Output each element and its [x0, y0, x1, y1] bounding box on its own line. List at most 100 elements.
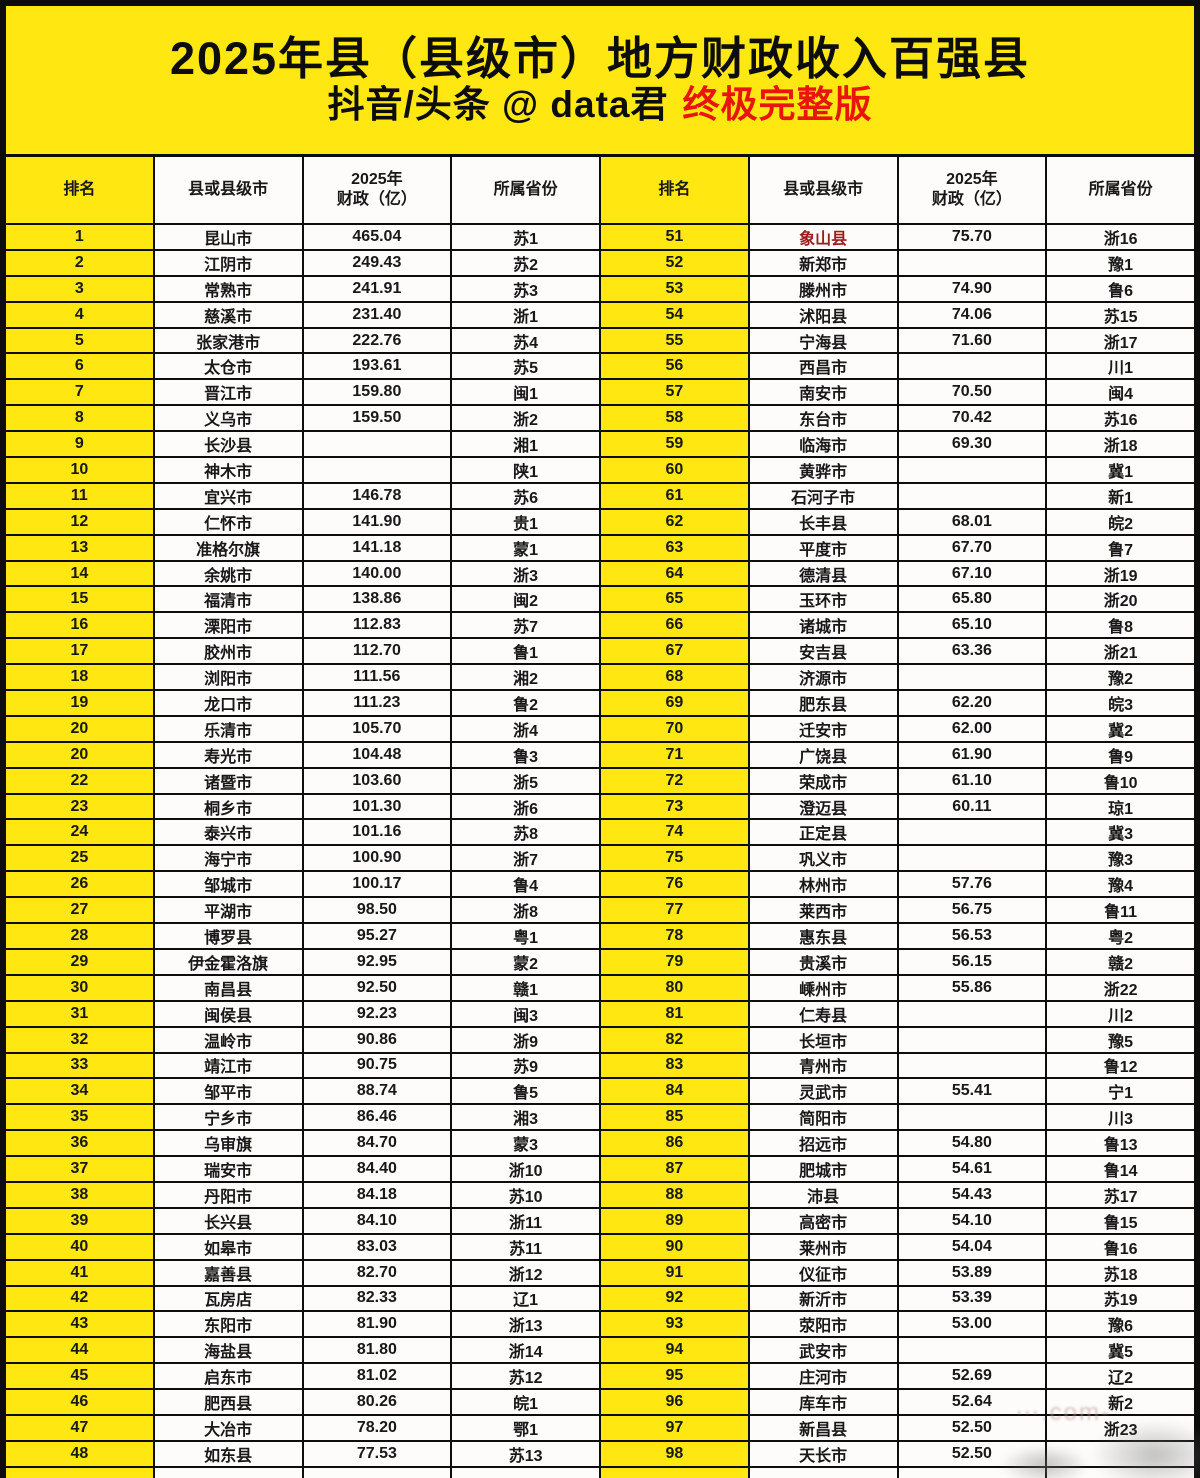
province-cell: 粤1	[452, 924, 599, 948]
rank-cell: 11	[6, 483, 153, 508]
province-cell: 辽2	[1047, 1364, 1194, 1389]
rank-cell: 43	[6, 1312, 153, 1337]
county-cell: 贵溪市	[749, 949, 897, 974]
county-cell: 肥东县	[749, 691, 897, 715]
revenue-cell: 82.70	[303, 1260, 451, 1285]
county-cell: 胶州市	[154, 639, 302, 664]
county-cell: 莱州市	[749, 1234, 897, 1259]
county-cell: 义乌市	[154, 406, 302, 431]
county-cell: 晋江市	[154, 380, 302, 405]
province-cell: 豫2	[1047, 665, 1194, 690]
revenue-cell: 465.04	[303, 225, 451, 249]
county-cell: 长丰县	[749, 509, 897, 534]
province-cell: 苏15	[1047, 302, 1194, 327]
col-header-province-left: 所属省份	[452, 157, 599, 223]
province-cell: 浙22	[1047, 975, 1194, 1000]
revenue-cell: 84.40	[303, 1157, 451, 1181]
province-cell: 浙4	[452, 716, 599, 741]
county-cell: 诸城市	[749, 613, 897, 638]
revenue-cell: 52.69	[898, 1364, 1046, 1389]
revenue-cell: 54.80	[898, 1131, 1046, 1156]
revenue-cell: 193.61	[303, 354, 451, 379]
revenue-cell	[898, 665, 1046, 690]
county-cell: 嵊州市	[749, 975, 897, 1000]
county-cell: 长垣市	[749, 1027, 897, 1052]
revenue-cell	[303, 458, 451, 482]
revenue-cell: 140.00	[303, 561, 451, 586]
province-cell: 苏4	[452, 328, 599, 353]
county-cell: 林州市	[749, 872, 897, 897]
revenue-cell: 112.83	[303, 613, 451, 638]
province-cell: 鲁12	[1047, 1053, 1194, 1078]
col-header-province-right: 所属省份	[1047, 157, 1194, 223]
province-cell: 陕1	[452, 458, 599, 482]
province-cell: 浙10	[452, 1157, 599, 1181]
revenue-cell: 92.50	[303, 975, 451, 1000]
rank-cell: 86	[601, 1131, 748, 1156]
rank-cell: 18	[6, 665, 153, 690]
county-cell: 诸暨市	[154, 768, 302, 793]
rank-cell: 4	[6, 302, 153, 327]
revenue-cell: 86.46	[303, 1105, 451, 1130]
province-cell: 浙2	[452, 406, 599, 431]
revenue-cell: 75.70	[898, 225, 1046, 249]
province-cell: 闽1	[452, 380, 599, 405]
col-header-rank-right: 排名	[601, 157, 748, 223]
revenue-cell	[898, 483, 1046, 508]
county-cell: 武安市	[749, 1338, 897, 1363]
county-cell: 闽侯县	[154, 1001, 302, 1026]
county-cell: 肥西县	[154, 1390, 302, 1414]
province-cell: 苏2	[452, 250, 599, 275]
rank-cell: 65	[601, 587, 748, 612]
rank-cell: 16	[6, 613, 153, 638]
revenue-cell: 159.50	[303, 406, 451, 431]
rank-cell: 6	[6, 354, 153, 379]
revenue-cell: 60.11	[898, 794, 1046, 819]
col-header-county-right: 县或县级市	[749, 157, 897, 223]
rank-cell: 70	[601, 716, 748, 741]
county-cell: 迁安市	[749, 716, 897, 741]
province-cell: 苏5	[452, 354, 599, 379]
revenue-cell: 83.03	[303, 1234, 451, 1259]
rank-cell: 92	[601, 1286, 748, 1311]
revenue-cell	[898, 250, 1046, 275]
province-cell: 冀5	[1047, 1338, 1194, 1363]
col-header-revenue-right: 2025年 财政（亿）	[898, 157, 1046, 223]
subtitle-badge: 终极完整版	[682, 84, 873, 126]
province-cell: 鲁11	[1047, 898, 1194, 923]
county-cell: 仪征市	[749, 1260, 897, 1285]
page-subtitle: 抖音/头条 @ data君 终极完整版	[328, 84, 873, 126]
county-cell: 嘉善县	[154, 1260, 302, 1285]
revenue-cell: 84.70	[303, 1131, 451, 1156]
county-cell: 昆山市	[154, 225, 302, 249]
rank-cell: 44	[6, 1338, 153, 1363]
county-cell: 济源市	[749, 665, 897, 690]
rank-cell: 59	[601, 432, 748, 457]
province-cell: 湘1	[452, 432, 599, 457]
county-cell: 张家港市	[154, 328, 302, 353]
rank-cell: 91	[601, 1260, 748, 1285]
province-cell: 苏18	[1047, 1260, 1194, 1285]
province-cell: 浙9	[452, 1027, 599, 1052]
province-cell: 鲁2	[452, 691, 599, 715]
rank-cell: 47	[6, 1415, 153, 1440]
county-cell: 长沙县	[154, 432, 302, 457]
revenue-cell: 77.53	[303, 1441, 451, 1466]
county-cell: 平湖市	[154, 898, 302, 923]
province-cell: 辽1	[452, 1286, 599, 1311]
revenue-cell: 67.70	[898, 535, 1046, 560]
revenue-cell: 222.76	[303, 328, 451, 353]
fiscal-ranking-table: 排名 县或县级市 2025年 财政（亿） 所属省份 排名 县或县级市 2025年…	[6, 157, 1194, 1478]
rank-cell: 69	[601, 691, 748, 715]
rank-cell: 93	[601, 1312, 748, 1337]
province-cell: 豫1	[1047, 250, 1194, 275]
county-cell: 澄迈县	[749, 794, 897, 819]
county-cell: 慈溪市	[154, 302, 302, 327]
rank-cell: 60	[601, 458, 748, 482]
province-cell: 赣1	[452, 975, 599, 1000]
province-cell	[1047, 1441, 1194, 1466]
revenue-cell: 104.48	[303, 742, 451, 767]
revenue-cell: 101.30	[303, 794, 451, 819]
rank-cell: 9	[6, 432, 153, 457]
county-cell: 仁寿县	[749, 1001, 897, 1026]
